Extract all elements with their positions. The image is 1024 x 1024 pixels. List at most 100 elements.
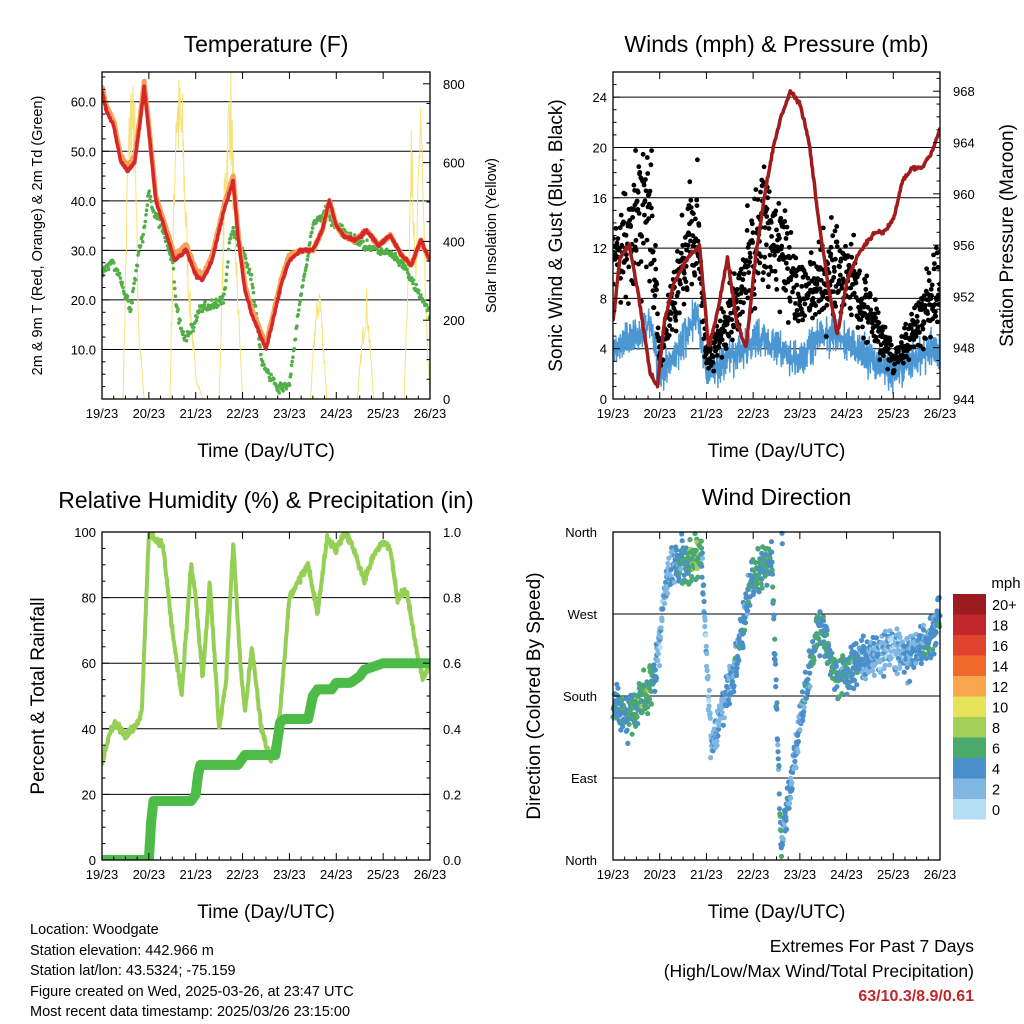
- gust-point: [644, 264, 649, 270]
- x-tick-label: 26/23: [414, 867, 447, 882]
- direction-point: [779, 541, 785, 547]
- gust-point: [803, 272, 808, 278]
- direction-point: [655, 657, 661, 664]
- legend-swatch: [953, 737, 986, 758]
- dewpoint-point: [308, 241, 312, 245]
- legend-swatch: [953, 676, 986, 697]
- y-axis-label: 2m & 9m T (Red, Orange) & 2m Td (Green): [30, 96, 46, 376]
- gust-point: [725, 319, 730, 325]
- direction-point: [720, 722, 727, 728]
- gust-point: [828, 244, 834, 250]
- gust-point: [792, 315, 798, 321]
- direction-point: [614, 681, 620, 687]
- direction-point: [894, 671, 900, 677]
- dewpoint-point: [171, 266, 176, 271]
- y-tick-label: 30.0: [71, 243, 96, 258]
- direction-point: [693, 547, 699, 554]
- gust-point: [626, 301, 631, 306]
- gust-point: [824, 302, 830, 308]
- dewpoint-point: [266, 371, 271, 375]
- direction-point: [620, 723, 626, 730]
- dewpoint-point: [142, 224, 147, 228]
- gust-point: [783, 236, 789, 241]
- gust-point: [681, 270, 687, 276]
- direction-point: [897, 634, 903, 640]
- gust-point: [746, 270, 752, 275]
- gust-point: [647, 278, 652, 284]
- gust-point: [746, 263, 751, 269]
- direction-point: [881, 673, 887, 679]
- dewpoint-point: [422, 299, 426, 304]
- gust-point: [641, 182, 647, 188]
- direction-point: [860, 633, 866, 639]
- direction-point: [769, 549, 775, 555]
- gust-point: [655, 325, 661, 331]
- direction-point: [683, 545, 689, 551]
- gust-point: [920, 346, 926, 352]
- gust-point: [673, 328, 679, 334]
- gust-point: [908, 325, 914, 331]
- direction-point: [862, 676, 869, 682]
- dewpoint-point: [300, 284, 305, 288]
- direction-point: [882, 628, 889, 634]
- gust-point: [667, 323, 672, 329]
- y-right-tick-label: 0.8: [443, 591, 461, 606]
- gust-point: [936, 296, 940, 302]
- gust-point: [860, 324, 865, 330]
- x-tick-label: 19/23: [86, 867, 119, 882]
- direction-point: [759, 585, 765, 591]
- gust-point: [745, 295, 751, 301]
- direction-point: [805, 676, 811, 683]
- gust-point: [678, 250, 684, 256]
- direction-point: [774, 706, 780, 712]
- gust-point: [901, 360, 906, 366]
- gust-point: [651, 257, 657, 263]
- direction-point: [702, 623, 708, 630]
- gust-point: [631, 182, 637, 188]
- gust-point: [738, 266, 744, 272]
- dewpoint-point: [120, 280, 125, 285]
- direction-point: [646, 696, 653, 702]
- direction-point: [701, 610, 707, 616]
- y-tick-label: East: [571, 771, 597, 786]
- gust-point: [633, 248, 639, 253]
- gust-point: [729, 317, 735, 322]
- direction-point: [742, 614, 748, 621]
- direction-point: [644, 704, 651, 710]
- dewpoint-point: [184, 338, 189, 343]
- gust-point: [613, 226, 619, 231]
- dewpoint-point: [104, 268, 108, 273]
- gust-point: [731, 271, 737, 276]
- gust-point: [766, 272, 772, 277]
- gust-point: [783, 260, 789, 266]
- y-right-tick-label: 944: [953, 392, 975, 407]
- gust-point: [920, 326, 926, 332]
- y-right-tick-label: 0: [443, 392, 450, 407]
- gust-point: [833, 256, 838, 262]
- gust-point: [928, 286, 934, 292]
- gust-point: [755, 197, 761, 203]
- dewpoint-point: [260, 359, 265, 364]
- dewpoint-point: [297, 308, 301, 312]
- dewpoint-point: [289, 372, 293, 377]
- gust-point: [782, 219, 788, 224]
- gust-point: [760, 277, 766, 283]
- gust-point: [892, 361, 897, 367]
- gust-point: [837, 264, 842, 270]
- gust-point: [764, 242, 769, 248]
- y-right-tick-label: 600: [443, 156, 465, 171]
- gust-point: [837, 272, 843, 278]
- dewpoint-point: [224, 278, 228, 283]
- gust-point: [820, 225, 826, 231]
- direction-point: [663, 579, 669, 585]
- dewpoint-point: [411, 278, 416, 282]
- dewpoint-point: [290, 359, 295, 364]
- direction-point: [731, 683, 737, 689]
- gust-point: [737, 270, 743, 276]
- gust-point: [834, 239, 840, 245]
- gust-point: [642, 212, 647, 218]
- gust-point: [768, 220, 774, 225]
- x-tick-label: 23/23: [273, 867, 306, 882]
- direction-point: [776, 763, 782, 769]
- gust-point: [694, 197, 700, 203]
